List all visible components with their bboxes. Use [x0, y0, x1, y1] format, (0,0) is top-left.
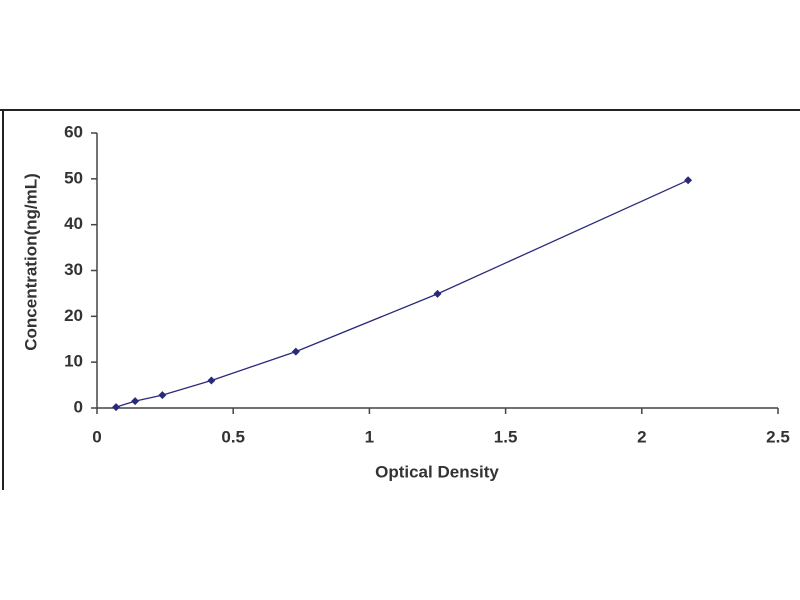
data-point [112, 403, 121, 412]
data-point [291, 347, 300, 356]
x-axis-label: Optical Density [375, 462, 499, 481]
y-tick-label: 0 [74, 397, 83, 416]
y-axis-label: Concentration(ng/mL) [21, 173, 40, 351]
data-point [433, 289, 442, 298]
y-tick-label: 50 [64, 168, 83, 187]
data-point [158, 391, 167, 400]
y-tick-label: 10 [64, 352, 83, 371]
x-tick-label: 1.5 [494, 427, 518, 446]
x-tick-label: 0.5 [221, 427, 245, 446]
fit-curve [115, 179, 689, 408]
data-point [131, 397, 140, 406]
y-tick-label: 60 [64, 122, 83, 141]
x-tick-label: 2 [637, 427, 646, 446]
y-tick-label: 40 [64, 214, 83, 233]
y-tick-label: 20 [64, 306, 83, 325]
data-point [684, 176, 693, 185]
data-point [207, 376, 216, 385]
x-tick-label: 2.5 [766, 427, 790, 446]
x-tick-label: 0 [92, 427, 101, 446]
y-tick-label: 30 [64, 260, 83, 279]
x-tick-label: 1 [365, 427, 374, 446]
